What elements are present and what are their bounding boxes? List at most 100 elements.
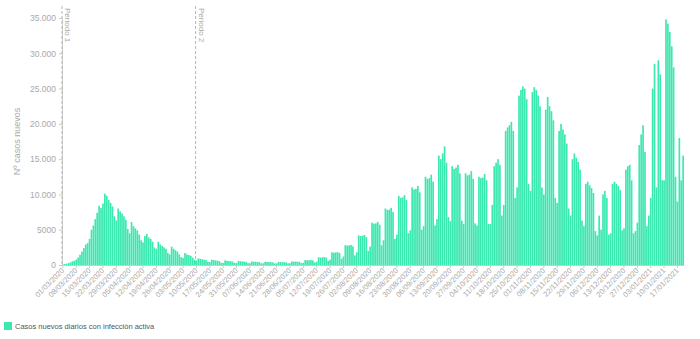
bar <box>469 175 471 265</box>
bar <box>679 138 681 265</box>
bar <box>575 158 577 265</box>
bar <box>129 233 131 265</box>
bar <box>356 252 358 265</box>
bar <box>222 263 224 265</box>
bar <box>680 180 682 265</box>
tick-mark <box>557 265 558 268</box>
tick-mark <box>410 265 411 268</box>
bar <box>257 262 259 265</box>
legend-label: Casos nuevos diarios con infección activ… <box>15 322 155 331</box>
bar <box>497 159 499 265</box>
bar <box>270 262 272 265</box>
bar <box>228 261 230 265</box>
bar <box>478 177 480 265</box>
tick-label: 5000 <box>37 225 56 235</box>
bar <box>503 205 505 265</box>
tick: 30.000 <box>30 49 62 59</box>
bar <box>516 187 518 265</box>
tick-mark <box>263 265 264 268</box>
tick-mark <box>223 265 224 268</box>
bar <box>671 46 673 265</box>
bar <box>346 246 348 265</box>
bar <box>337 252 339 265</box>
bar <box>283 262 285 265</box>
bar <box>669 32 671 265</box>
tick-label: 30.000 <box>30 49 56 59</box>
bar <box>480 178 482 265</box>
bar <box>486 180 488 265</box>
bar <box>637 223 639 265</box>
bar <box>593 193 595 265</box>
bar <box>247 263 249 265</box>
bar <box>188 255 190 265</box>
bar <box>518 96 520 265</box>
bar <box>299 262 301 265</box>
bar <box>453 169 455 265</box>
bar <box>184 253 186 265</box>
tick-mark <box>637 265 638 268</box>
bar <box>234 263 236 265</box>
bar <box>106 196 108 265</box>
bar <box>362 236 364 265</box>
y-axis: 0500010.00015.00020.00025.00030.00035.00… <box>30 13 63 270</box>
bar <box>402 197 404 265</box>
bar <box>110 203 112 265</box>
tick-mark <box>370 265 371 268</box>
tick-mark <box>59 265 62 266</box>
bar <box>539 106 541 265</box>
bar <box>520 90 522 265</box>
bar <box>243 262 245 265</box>
bar <box>459 173 461 265</box>
bar <box>526 99 528 265</box>
tick: 35.000 <box>30 13 62 23</box>
bar <box>79 255 81 265</box>
bar <box>623 228 625 265</box>
tick-mark <box>330 265 331 268</box>
bar <box>608 235 610 265</box>
bar <box>512 131 514 265</box>
bar <box>635 231 637 265</box>
bar <box>131 222 133 265</box>
bar <box>199 259 201 265</box>
bar <box>114 216 116 265</box>
bar <box>236 263 238 265</box>
tick-label: 20.000 <box>30 119 56 129</box>
bar <box>339 253 341 265</box>
bar <box>323 257 325 265</box>
bar <box>157 242 159 265</box>
tick-mark <box>530 265 531 268</box>
bar <box>291 261 293 265</box>
bar <box>505 131 507 265</box>
tick-label: 25.000 <box>30 84 56 94</box>
legend-swatch <box>4 322 12 330</box>
bar <box>249 263 251 265</box>
bar <box>514 198 516 265</box>
bar <box>94 219 96 265</box>
bar <box>457 165 459 265</box>
bar <box>304 260 306 265</box>
bar <box>642 125 644 265</box>
bar <box>587 182 589 265</box>
bar <box>467 175 469 265</box>
tick-mark <box>517 265 518 268</box>
bar <box>190 256 192 265</box>
bar <box>262 263 264 265</box>
bar <box>501 216 503 265</box>
bar <box>602 194 604 265</box>
bar <box>119 211 121 265</box>
bar <box>156 249 158 265</box>
bar <box>543 194 545 265</box>
bar <box>253 262 255 265</box>
bar <box>596 235 598 265</box>
bar <box>654 64 656 265</box>
bar <box>491 205 493 265</box>
bar <box>146 234 148 265</box>
tick-mark <box>249 265 250 268</box>
bar <box>203 260 205 265</box>
bar <box>66 264 68 265</box>
tick: 10.000 <box>30 190 62 200</box>
tick-mark <box>477 265 478 268</box>
tick-mark <box>169 265 170 268</box>
bar <box>579 170 581 265</box>
tick-mark <box>343 265 344 268</box>
